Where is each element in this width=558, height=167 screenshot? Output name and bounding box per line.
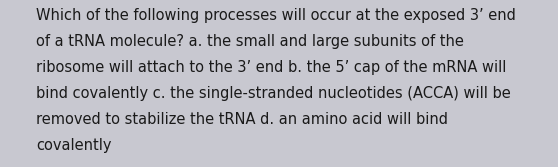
Text: Which of the following processes will occur at the exposed 3’ end: Which of the following processes will oc…: [36, 8, 516, 23]
Text: of a tRNA molecule? a. the small and large subunits of the: of a tRNA molecule? a. the small and lar…: [36, 34, 464, 49]
Text: ribosome will attach to the 3’ end b. the 5’ cap of the mRNA will: ribosome will attach to the 3’ end b. th…: [36, 60, 507, 75]
Text: covalently: covalently: [36, 138, 112, 153]
Text: bind covalently c. the single-stranded nucleotides (ACCA) will be: bind covalently c. the single-stranded n…: [36, 86, 511, 101]
Text: removed to stabilize the tRNA d. an amino acid will bind: removed to stabilize the tRNA d. an amin…: [36, 112, 448, 127]
